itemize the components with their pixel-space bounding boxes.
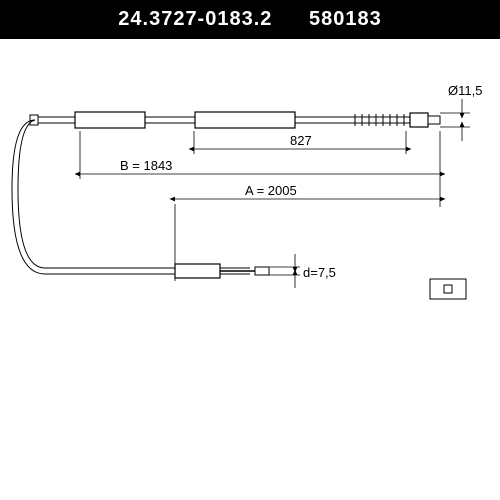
diagram-area: 827 B = 1843 A = 2005 d=7,5 Ø11,5 bbox=[0, 39, 500, 479]
diagram-container: 24.3727-0183.2 580183 bbox=[0, 0, 500, 500]
ref-number: 580183 bbox=[309, 8, 382, 30]
dim-diameter: Ø11,5 bbox=[448, 83, 482, 98]
dim-B: B = 1843 bbox=[120, 158, 172, 173]
header-bar: 24.3727-0183.2 580183 bbox=[0, 0, 500, 39]
part-number: 24.3727-0183.2 bbox=[118, 8, 272, 30]
dim-A: A = 2005 bbox=[245, 183, 297, 198]
cable-diagram: 827 B = 1843 A = 2005 d=7,5 Ø11,5 bbox=[0, 39, 500, 479]
dim-827: 827 bbox=[290, 133, 312, 148]
dim-d: d=7,5 bbox=[303, 265, 336, 280]
connector-icon bbox=[430, 279, 466, 299]
